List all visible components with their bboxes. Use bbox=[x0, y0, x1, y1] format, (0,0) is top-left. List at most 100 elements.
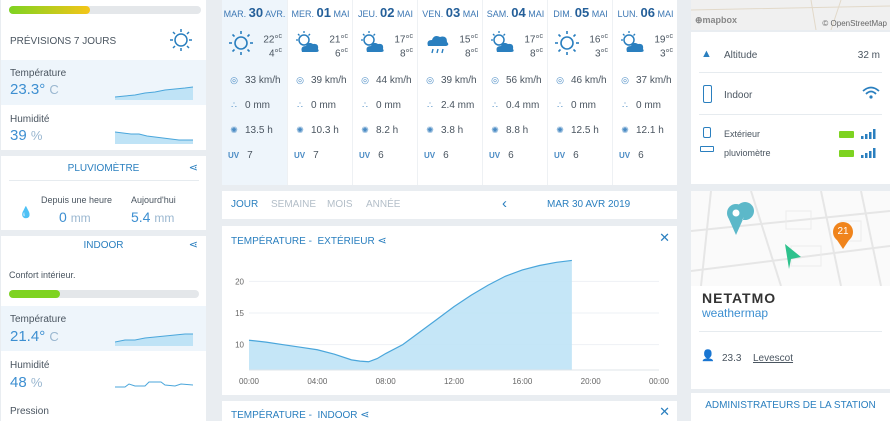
rain-gauge-module-icon bbox=[700, 146, 714, 152]
indoor-temperature-label: Température bbox=[10, 314, 67, 325]
forecast-dow: SAM. bbox=[486, 9, 509, 19]
indoor-card: INDOOR ⋖ Confort intérieur. Température … bbox=[1, 236, 206, 421]
forecast-sun: ✺ 8.8 h bbox=[489, 125, 528, 136]
forecast-rain: ∴ 0 mm bbox=[294, 100, 336, 111]
tab-week[interactable]: SEMAINE bbox=[271, 199, 317, 210]
forecast-max: 17°c bbox=[394, 33, 413, 46]
comfort-fill bbox=[9, 290, 61, 298]
station-admins-card: ADMINISTRATEURS DE LA STATION bbox=[691, 393, 890, 421]
forecast-day[interactable]: MER. 01 MAI 21°c 6°c ◎ 39 km/h ∴ 0 mm ✺ 10.3 h UV… bbox=[287, 0, 352, 185]
battery-icon bbox=[839, 150, 854, 157]
tab-day[interactable]: JOUR bbox=[231, 199, 259, 210]
wind-icon: ◎ bbox=[296, 75, 304, 85]
share-icon[interactable]: ⋖ bbox=[188, 239, 198, 251]
forecast-rain: ∴ 0 mm bbox=[619, 100, 661, 111]
current-date: MAR 30 AVR 2019 bbox=[547, 199, 631, 210]
x-tick-label: 00:00 bbox=[649, 377, 670, 386]
forecast-date: 04 bbox=[511, 5, 526, 20]
map-attribution: © OpenStreetMap bbox=[822, 19, 887, 28]
share-icon[interactable]: ⋖ bbox=[188, 162, 198, 174]
wind-icon: ◎ bbox=[491, 75, 499, 85]
chevron-left-icon[interactable]: ‹ bbox=[502, 195, 507, 212]
divider bbox=[699, 114, 882, 115]
station-admins-title: ADMINISTRATEURS DE LA STATION bbox=[705, 400, 876, 411]
forecast-rain: ∴ 0 mm bbox=[554, 100, 596, 111]
forecast-wind: ◎ 46 km/h bbox=[554, 75, 607, 86]
forecast-rain: ∴ 2.4 mm bbox=[424, 100, 474, 111]
altitude-label: Altitude bbox=[724, 50, 758, 61]
forecast-min: 8°c bbox=[399, 47, 413, 60]
forecast-day-header: LUN. 06 MAI bbox=[613, 5, 678, 20]
period-selector: JOUR SEMAINE MOIS ANNÉE ‹ MAR 30 AVR 201… bbox=[222, 191, 677, 219]
forecast-min: 8°c bbox=[464, 47, 478, 60]
forecast-7-days-label: PRÉVISIONS 7 JOURS bbox=[10, 36, 117, 47]
last-hour-value: 0 mm bbox=[59, 209, 91, 225]
sunshine-icon: ✺ bbox=[491, 125, 499, 135]
indoor-humidity-sparkline bbox=[115, 381, 193, 388]
user-value: 23.3 bbox=[722, 353, 742, 364]
top-progress-track bbox=[9, 6, 201, 14]
humidity-sparkline bbox=[115, 131, 193, 144]
rain-cloud-icon bbox=[427, 36, 449, 54]
forecast-uv: UV 7 bbox=[294, 150, 319, 161]
forecast-day-header: SAM. 04 MAI bbox=[483, 5, 548, 20]
forecast-sun: ✺ 12.1 h bbox=[619, 125, 664, 136]
forecast-month: MAI bbox=[528, 9, 545, 19]
indoor-temperature-sparkline bbox=[115, 333, 193, 346]
forecast-day[interactable]: JEU. 02 MAI 17°c 8°c ◎ 44 km/h ∴ 0 mm ✺ 8.2 h UV 6 bbox=[352, 0, 417, 185]
indoor-temperature-row[interactable]: Température 21.4° C bbox=[1, 306, 206, 351]
rain-drops-icon: ∴ bbox=[231, 100, 237, 110]
temperature-sparkline bbox=[115, 86, 193, 100]
rain-drop-icon: 💧 bbox=[19, 207, 33, 219]
forecast-temps: 17°c 8°c bbox=[523, 31, 543, 60]
map-marker-value[interactable]: 21 bbox=[837, 226, 849, 237]
share-icon[interactable]: ⋖ bbox=[377, 235, 387, 247]
temperature-exterior-chart-card: TEMPÉRATURE - EXTÉRIEUR ⋖ ✕ 10 15 20 00:00 0… bbox=[222, 226, 677, 395]
chart-title: TEMPÉRATURE - EXTÉRIEUR ⋖ bbox=[231, 235, 387, 247]
forecast-min: 4°c bbox=[268, 47, 282, 60]
comfort-label: Confort intérieur. bbox=[9, 270, 76, 280]
share-icon[interactable]: ⋖ bbox=[360, 409, 370, 421]
divider bbox=[699, 72, 882, 73]
forecast-day[interactable]: SAM. 04 MAI 17°c 8°c ◎ 56 km/h ∴ 0.4 mm ✺ 8.8 h U… bbox=[482, 0, 547, 185]
close-icon[interactable]: ✕ bbox=[659, 230, 670, 245]
forecast-day[interactable]: LUN. 06 MAI 19°c 3°c ◎ 37 km/h ∴ 0 mm ✺ 12.1 h UV… bbox=[612, 0, 677, 185]
temperature-label: Température bbox=[10, 68, 67, 79]
forecast-card: MAR. 30 AVR. 22°c 4°c ◎ 33 km/h ∴ 0 mm ✺ 13.5 h U… bbox=[222, 0, 677, 185]
wind-icon: ◎ bbox=[621, 75, 629, 85]
mountain-icon: ▲ bbox=[701, 48, 712, 60]
tab-year[interactable]: ANNÉE bbox=[366, 199, 401, 210]
user-location-link[interactable]: Levescot bbox=[753, 353, 794, 364]
x-tick-label: 08:00 bbox=[376, 377, 397, 386]
forecast-date: 06 bbox=[640, 5, 655, 20]
altitude-value: 32 m bbox=[857, 50, 880, 61]
forecast-day[interactable]: VEN. 03 MAI 15°c 8°c ◎ 39 km/h ∴ 2.4 mm ✺ 3.8 h U… bbox=[417, 0, 482, 185]
top-progress-fill bbox=[9, 6, 90, 14]
forecast-sun: ✺ 3.8 h bbox=[424, 125, 463, 136]
forecast-temps: 22°c 4°c bbox=[262, 31, 282, 60]
map-preview[interactable]: ⊕mapbox © OpenStreetMap bbox=[691, 0, 890, 30]
indoor-humidity-label: Humidité bbox=[10, 360, 50, 371]
comfort-track bbox=[9, 290, 199, 298]
today-value: 5.4 mm bbox=[131, 209, 175, 225]
tab-month[interactable]: MOIS bbox=[327, 199, 353, 210]
forecast-sun: ✺ 13.5 h bbox=[228, 125, 273, 136]
forecast-temps: 21°c 6°c bbox=[328, 31, 348, 60]
temperature-row[interactable]: Température 23.3° C bbox=[1, 60, 206, 105]
close-icon[interactable]: ✕ bbox=[659, 404, 670, 419]
forecast-date: 02 bbox=[380, 5, 395, 20]
forecast-day[interactable]: MAR. 30 AVR. 22°c 4°c ◎ 33 km/h ∴ 0 mm ✺ 13.5 h U… bbox=[222, 0, 287, 185]
forecast-day[interactable]: DIM. 05 MAI 16°c 3°c ◎ 46 km/h ∴ 0 mm ✺ 12.5 h UV… bbox=[547, 0, 612, 185]
forecast-day-header: DIM. 05 MAI bbox=[548, 5, 613, 20]
forecast-month: MAI bbox=[397, 9, 414, 19]
forecast-wind: ◎ 56 km/h bbox=[489, 75, 542, 86]
forecast-month: MAI bbox=[657, 9, 674, 19]
forecast-min: 8°c bbox=[529, 47, 543, 60]
rain-drops-icon: ∴ bbox=[362, 100, 368, 110]
weathermap-card[interactable]: 21 NETATMO weathermap 👤 23.3 Levescot bbox=[691, 191, 890, 389]
uv-label: UV bbox=[359, 151, 371, 160]
forecast-date: 03 bbox=[445, 5, 461, 20]
partly-cloudy-icon bbox=[361, 31, 384, 52]
rain-gauge-card: PLUVIOMÈTRE ⋖ 💧 Depuis une heure 0 mm Au… bbox=[1, 156, 206, 230]
sunshine-icon: ✺ bbox=[296, 125, 304, 135]
